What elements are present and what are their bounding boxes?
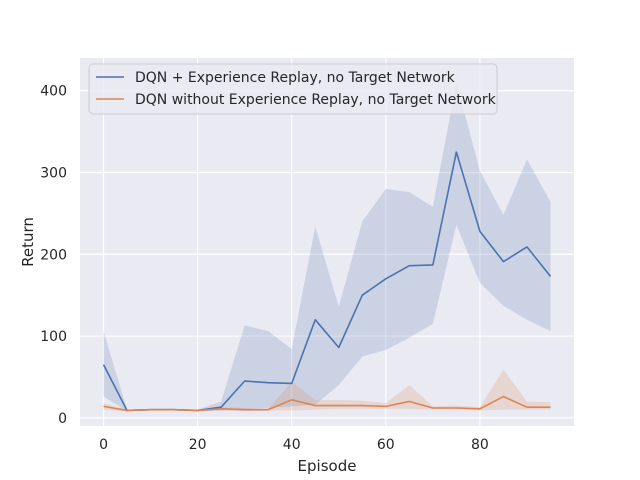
x-tick-label: 0 [99, 437, 108, 453]
x-tick-label: 80 [471, 437, 489, 453]
y-tick-label: 400 [40, 84, 67, 100]
x-tick-label: 20 [189, 437, 207, 453]
x-axis-label: Episode [298, 457, 357, 475]
x-axis-ticks: 0 20 40 60 80 [99, 437, 489, 453]
y-axis-ticks: 0 100 200 300 400 [40, 84, 67, 427]
plot-background [80, 58, 574, 426]
legend-box [88, 63, 498, 115]
series-line-2 [103, 395, 551, 412]
y-axis-label: Return [19, 217, 37, 267]
series-lines [102, 151, 552, 412]
legend-label-series-2: DQN without Experience Replay, no Target… [135, 92, 497, 108]
y-tick-label: 200 [40, 247, 67, 263]
confidence-bands [103, 82, 551, 412]
y-tick-label: 0 [58, 411, 67, 427]
confidence-band-series-1 [103, 82, 551, 412]
legend-label-series-1: DQN + Experience Replay, no Target Netwo… [135, 70, 456, 86]
x-tick-label: 60 [377, 437, 395, 453]
x-tick-label: 40 [283, 437, 301, 453]
confidence-band-series-2 [103, 369, 551, 412]
y-tick-label: 300 [40, 165, 67, 181]
y-tick-label: 100 [40, 329, 67, 345]
legend: DQN + Experience Replay, no Target Netwo… [88, 63, 498, 115]
